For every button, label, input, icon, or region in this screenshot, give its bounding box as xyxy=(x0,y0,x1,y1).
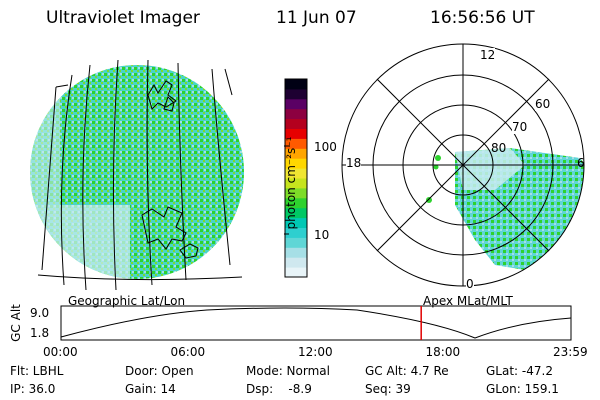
gain-status: Gain: 14 xyxy=(125,382,176,396)
mlat-80-label: 80 xyxy=(491,141,507,155)
colorbar-segment xyxy=(285,237,307,248)
colorbar-segment xyxy=(285,217,307,228)
colorbar-segment xyxy=(285,98,307,110)
colorbar-segment xyxy=(285,118,307,129)
mlat-70-label: 70 xyxy=(512,120,528,134)
mlt-12-label: 12 xyxy=(480,48,496,62)
colorbar-tick-100: 100 xyxy=(314,140,337,154)
geographic-label: Geographic Lat/Lon xyxy=(68,294,186,308)
colorbar-segment xyxy=(285,148,307,159)
orbit-y-axis-label: GC Alt xyxy=(9,304,23,342)
mlt-6-label: 6 xyxy=(577,156,585,170)
geographic-map xyxy=(30,59,244,291)
orbit-y-tick-high: 9.0 xyxy=(30,306,50,320)
seq-status: Seq: 39 xyxy=(365,382,411,396)
orbit-x-tick: 18:00 xyxy=(425,345,461,359)
colorbar-segment xyxy=(285,88,307,100)
orbit-x-tick: 12:00 xyxy=(298,345,333,359)
filter-status: Flt: LBHL xyxy=(10,364,64,378)
orbit-y-tick-low: 1.8 xyxy=(30,326,50,340)
colorbar-segment xyxy=(285,79,307,90)
orbit-x-tick: 06:00 xyxy=(170,345,206,359)
colorbar-segment xyxy=(285,267,307,278)
colorbar-segment xyxy=(285,158,307,169)
colorbar-gradient xyxy=(285,79,307,278)
polar-plot xyxy=(341,43,585,287)
glat-status: GLat: -47.2 xyxy=(486,364,553,378)
colorbar-segment xyxy=(285,128,307,139)
date-label: 11 Jun 07 xyxy=(276,8,357,28)
ip-status: IP: 36.0 xyxy=(10,382,56,396)
colorbar-segment xyxy=(285,227,307,238)
colorbar-segment xyxy=(285,207,307,219)
apex-label: Apex MLat/MLT xyxy=(423,294,513,308)
door-status: Door: Open xyxy=(125,364,194,378)
colorbar-segment xyxy=(285,138,307,149)
glon-status: GLon: 159.1 xyxy=(486,382,559,396)
instrument-title: Ultraviolet Imager xyxy=(46,8,200,28)
mlt-0-label: 0 xyxy=(466,277,474,291)
colorbar-tick-10: 10 xyxy=(314,228,330,242)
mlt-18-label: 18 xyxy=(346,156,362,170)
colorbar-segment xyxy=(285,247,307,258)
colorbar-unit-label: photon cm⁻²s⁻¹ xyxy=(284,136,298,230)
orbit-x-tick: 00:00 xyxy=(43,345,78,359)
dsp-status: Dsp: -8.9 xyxy=(246,382,312,396)
orbit-x-tick: 23:59 xyxy=(553,345,588,359)
colorbar-segment xyxy=(285,257,307,268)
time-label: 16:56:56 UT xyxy=(430,8,535,28)
colorbar-segment xyxy=(285,168,307,179)
colorbar-segment xyxy=(285,178,307,189)
orbit-plot xyxy=(60,305,572,341)
colorbar-segment xyxy=(285,108,307,120)
mlat-60-label: 60 xyxy=(535,97,551,111)
colorbar xyxy=(284,78,308,278)
colorbar-segment xyxy=(285,197,307,209)
mode-status: Mode: Normal xyxy=(246,364,330,378)
colorbar-segment xyxy=(285,187,307,199)
gc-alt-status: GC Alt: 4.7 Re xyxy=(365,364,449,378)
